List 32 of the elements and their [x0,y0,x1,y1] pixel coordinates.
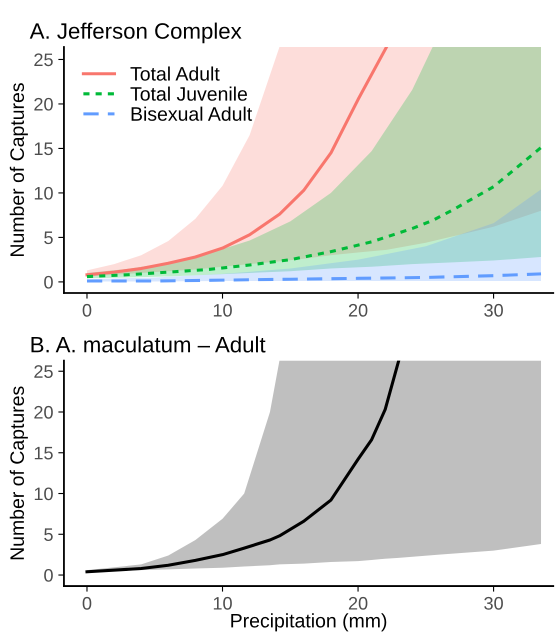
legend-label: Bisexual Adult [132,106,252,121]
x-tick-label: 30 [484,304,503,317]
y-tick-label: 20 [34,406,53,419]
legend-label: Total Adult [130,66,220,81]
x-axis-title: Precipitation (mm) [231,613,386,632]
x-tick-label: 0 [82,304,92,317]
x-tick-label: 10 [214,596,232,610]
y-tick-label: 15 [34,446,53,460]
y-tick-label: 25 [34,365,53,378]
y-tick-label: 10 [34,186,53,200]
y-axis-title: Number of Captures [10,386,28,560]
x-tick-label: 30 [484,596,503,610]
line-series [85,47,388,276]
chart-title: B. A. maculatum – Adult [32,336,266,353]
y-tick-label: 5 [44,528,53,541]
y-tick-label: 20 [34,98,53,111]
y-axis-title: Number of Captures [10,83,28,256]
line-series [85,360,400,574]
x-tick-label: 10 [214,304,232,317]
y-tick-label: 15 [34,142,53,156]
x-tick-label: 0 [82,596,92,610]
x-tick-label: 20 [348,304,368,317]
line-series [85,146,543,278]
y-tick-label: 10 [34,487,53,500]
y-tick-label: 25 [34,53,53,66]
y-tick-label: 5 [44,232,53,244]
y-tick-label: 0 [44,276,53,289]
y-tick-label: 0 [44,568,53,582]
x-tick-label: 20 [348,596,368,610]
chart-title: A. Jefferson Complex [30,22,242,44]
line-series [85,272,543,283]
legend-label: Total Juvenile [130,86,247,101]
